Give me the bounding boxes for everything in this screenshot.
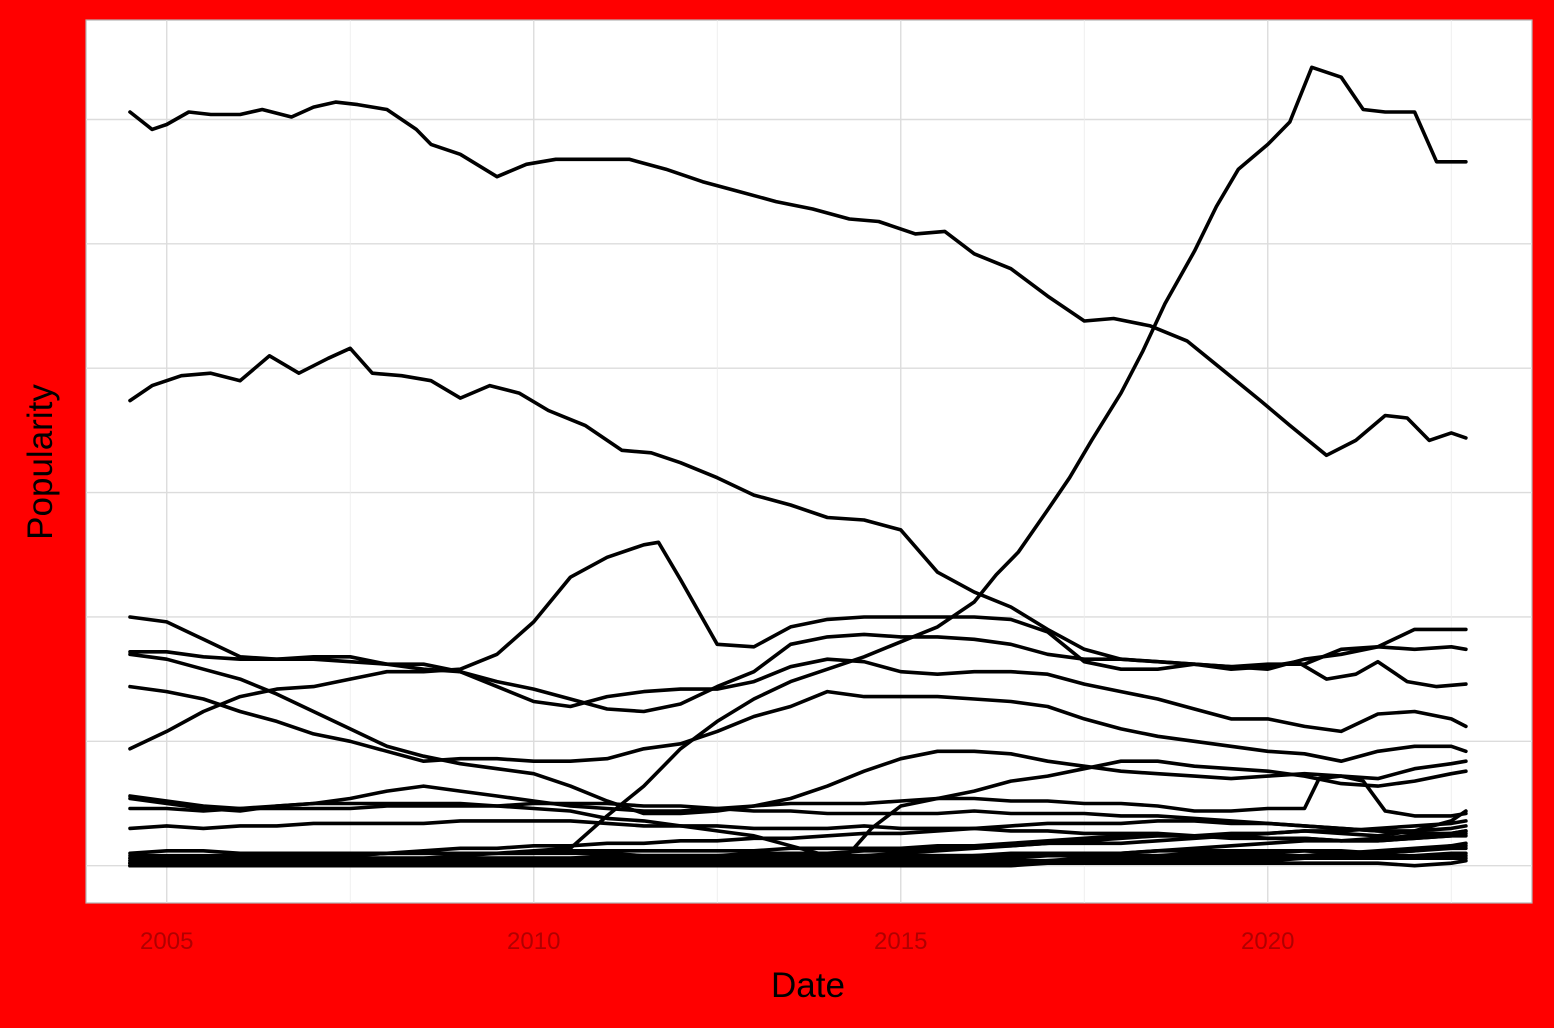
series-line-22 [128,829,1468,863]
series-line-7 [128,684,1468,763]
series-line-23 [128,856,1468,865]
minor-gridlines [349,20,1452,903]
x-tick-label: 2010 [507,928,560,955]
series-line-24 [128,844,1468,868]
series-line-2 [128,346,1468,689]
series-line-9 [128,774,1468,818]
series-line-6 [128,632,1468,714]
x-tick-label: 2005 [140,928,193,955]
series-line-1 [128,100,1468,458]
x-axis-tick-labels: 2005 2010 2015 2020 [140,928,1294,955]
y-axis-title: Popularity [21,384,60,540]
series-lines [128,65,1468,868]
x-tick-label: 2020 [1241,928,1294,955]
plot-panel [85,19,1533,904]
series-line-5 [128,615,1468,734]
series-line-8 [128,652,1468,816]
series-line-4 [128,540,1468,751]
series-line-21 [128,851,1468,860]
x-axis-title: Date [771,966,845,1005]
x-tick-label: 2015 [874,928,927,955]
